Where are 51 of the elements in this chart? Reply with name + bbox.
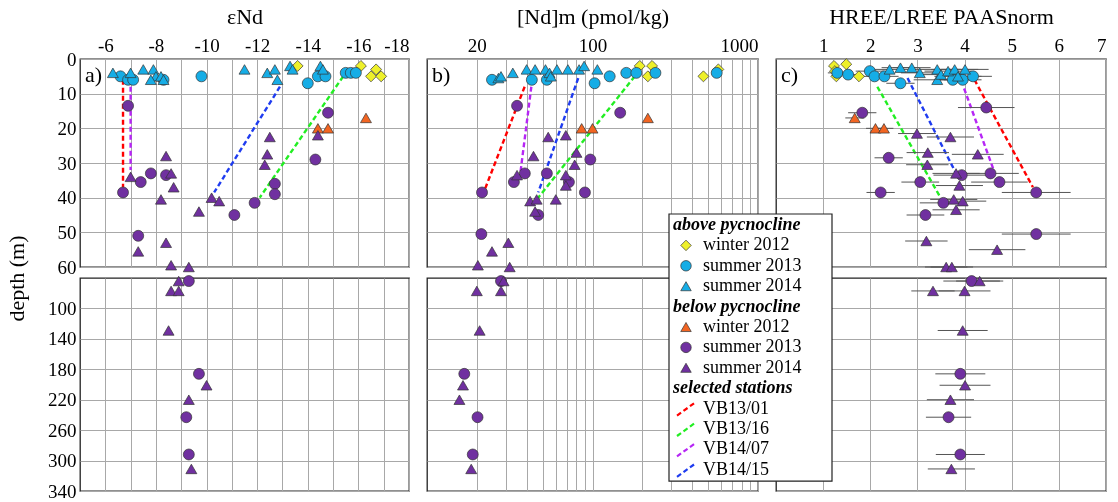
y-tick-label: 340: [48, 480, 77, 502]
y-tick-label: 30: [57, 152, 77, 174]
x-tick-label: 7: [1097, 34, 1107, 56]
legend-label: VB14/07: [703, 438, 770, 459]
annotation: above pycnocline: [673, 214, 801, 234]
y-tick-label: 60: [57, 256, 77, 278]
x-tick-label: -10: [194, 34, 220, 56]
x-axis-title: εNd: [226, 3, 264, 29]
legend-label: summer 2013: [703, 254, 802, 275]
x-tick-label: 4: [960, 34, 971, 56]
x-tick-label: 5: [1007, 34, 1017, 56]
y-tick-label: 180: [48, 358, 77, 380]
y-tick-label: 10: [57, 83, 77, 105]
x-axis-title: [Nd]m (pmol/kg): [516, 3, 670, 29]
annotation: selected stations: [672, 377, 793, 398]
x-tick-label: 20: [467, 34, 487, 56]
y-tick-label: 100: [48, 297, 77, 319]
legend-label: winter 2012: [703, 234, 790, 255]
annotation: below pycnocline: [673, 295, 801, 316]
y-axis-title: depth (m): [3, 235, 29, 322]
x-tick-label: 6: [1054, 34, 1065, 56]
x-axis-title: HREE/LREE PAASnorm: [829, 3, 1054, 29]
y-tick-label: 50: [57, 221, 77, 243]
x-tick-label: -14: [295, 34, 322, 56]
y-tick-label: 40: [57, 187, 77, 209]
annotation: b): [432, 62, 451, 87]
y-tick-label: 20: [57, 117, 77, 139]
x-tick-label: 100: [578, 34, 608, 56]
annotation: a): [85, 62, 103, 87]
y-tick-label: 140: [48, 328, 77, 350]
x-tick-label: -6: [97, 34, 114, 56]
x-tick-label: -8: [148, 34, 165, 56]
y-tick-label: 300: [48, 450, 77, 472]
x-tick-label: 2: [866, 34, 876, 56]
legend-label: winter 2012: [703, 316, 790, 336]
legend-label: summer 2013: [703, 336, 802, 357]
x-tick-label: -12: [244, 34, 271, 56]
y-tick-label: 0: [67, 48, 77, 70]
x-tick-label: -18: [384, 34, 410, 56]
x-tick-label: 1000: [720, 34, 759, 56]
x-tick-label: 3: [913, 34, 923, 56]
y-tick-label: 220: [48, 389, 77, 411]
y-tick-label: 260: [48, 419, 77, 441]
legend-label: VB14/15: [703, 458, 770, 479]
legend-label: VB13/01: [703, 397, 770, 418]
x-tick-label: -16: [346, 34, 372, 56]
legend-label: VB13/16: [703, 418, 770, 438]
x-tick-label: 1: [818, 34, 829, 56]
annotation: c): [781, 62, 799, 87]
legend-label: summer 2014: [703, 275, 802, 296]
legend-label: summer 2014: [703, 356, 802, 377]
